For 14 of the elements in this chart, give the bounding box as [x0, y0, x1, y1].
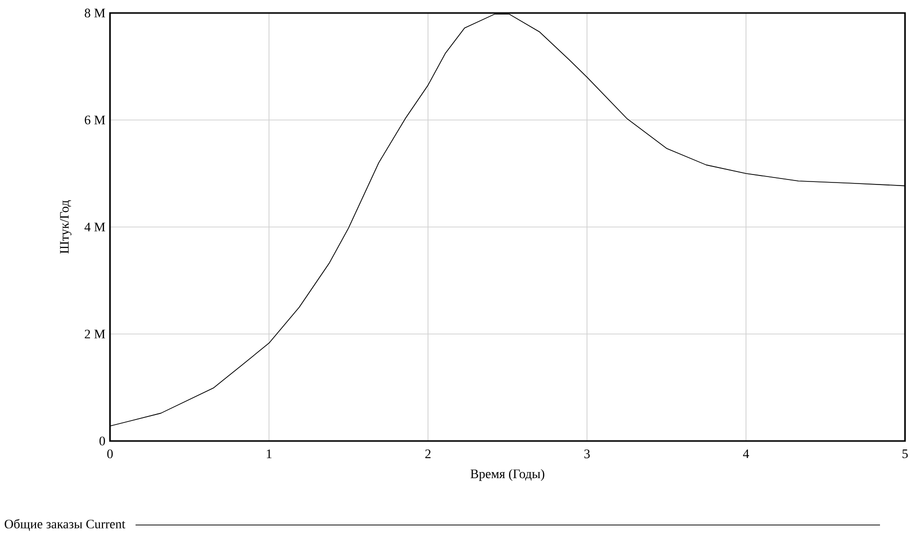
- y-tick-label: 8 M: [84, 8, 106, 18]
- y-tick-label: 4 M: [84, 222, 106, 232]
- y-tick-label: 2 M: [84, 330, 106, 338]
- text: Общие заказы Current: [4, 519, 126, 531]
- x-tick-label: 1: [266, 450, 272, 458]
- x-tick-label: 4: [743, 450, 750, 458]
- y-tick-label: 0: [100, 436, 105, 446]
- x-tick-label: 0: [107, 450, 113, 458]
- y-tick-label: 6 M: [84, 116, 106, 124]
- x-tick-label: 2: [425, 450, 431, 458]
- x-tick-label: 3: [584, 450, 590, 458]
- x-axis-title: Время (Годы): [470, 469, 544, 481]
- x-tick-label: 5: [902, 450, 908, 458]
- y-axis-title: Штук/Год: [60, 200, 72, 254]
